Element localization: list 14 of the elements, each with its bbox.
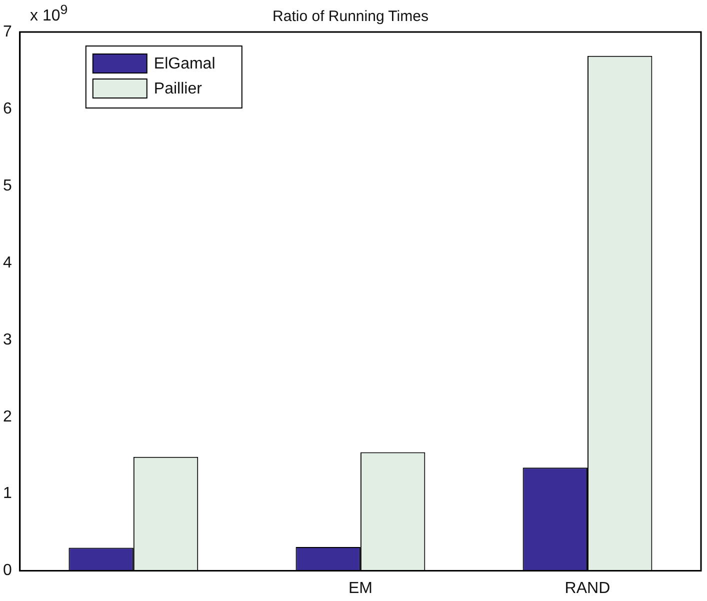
y-tick-label: 0 xyxy=(2,562,12,580)
legend-label: Paillier xyxy=(154,80,203,98)
y-tick-label: 7 xyxy=(2,23,12,40)
y-tick-label: 2 xyxy=(2,408,12,426)
legend-label: ElGamal xyxy=(154,55,216,72)
y-tick-label: 4 xyxy=(2,254,12,272)
x-tick-label: RAND xyxy=(564,580,610,597)
y-tick-label: 3 xyxy=(2,331,12,348)
chart-title: Ratio of Running Times xyxy=(272,8,428,26)
x-tick-label: EM xyxy=(348,580,372,597)
text: x 10$^{9}$ xyxy=(30,2,68,26)
y-tick-label: 6 xyxy=(2,100,12,118)
y-tick-label: 1 xyxy=(2,485,12,502)
y-tick-label: 5 xyxy=(2,177,12,194)
